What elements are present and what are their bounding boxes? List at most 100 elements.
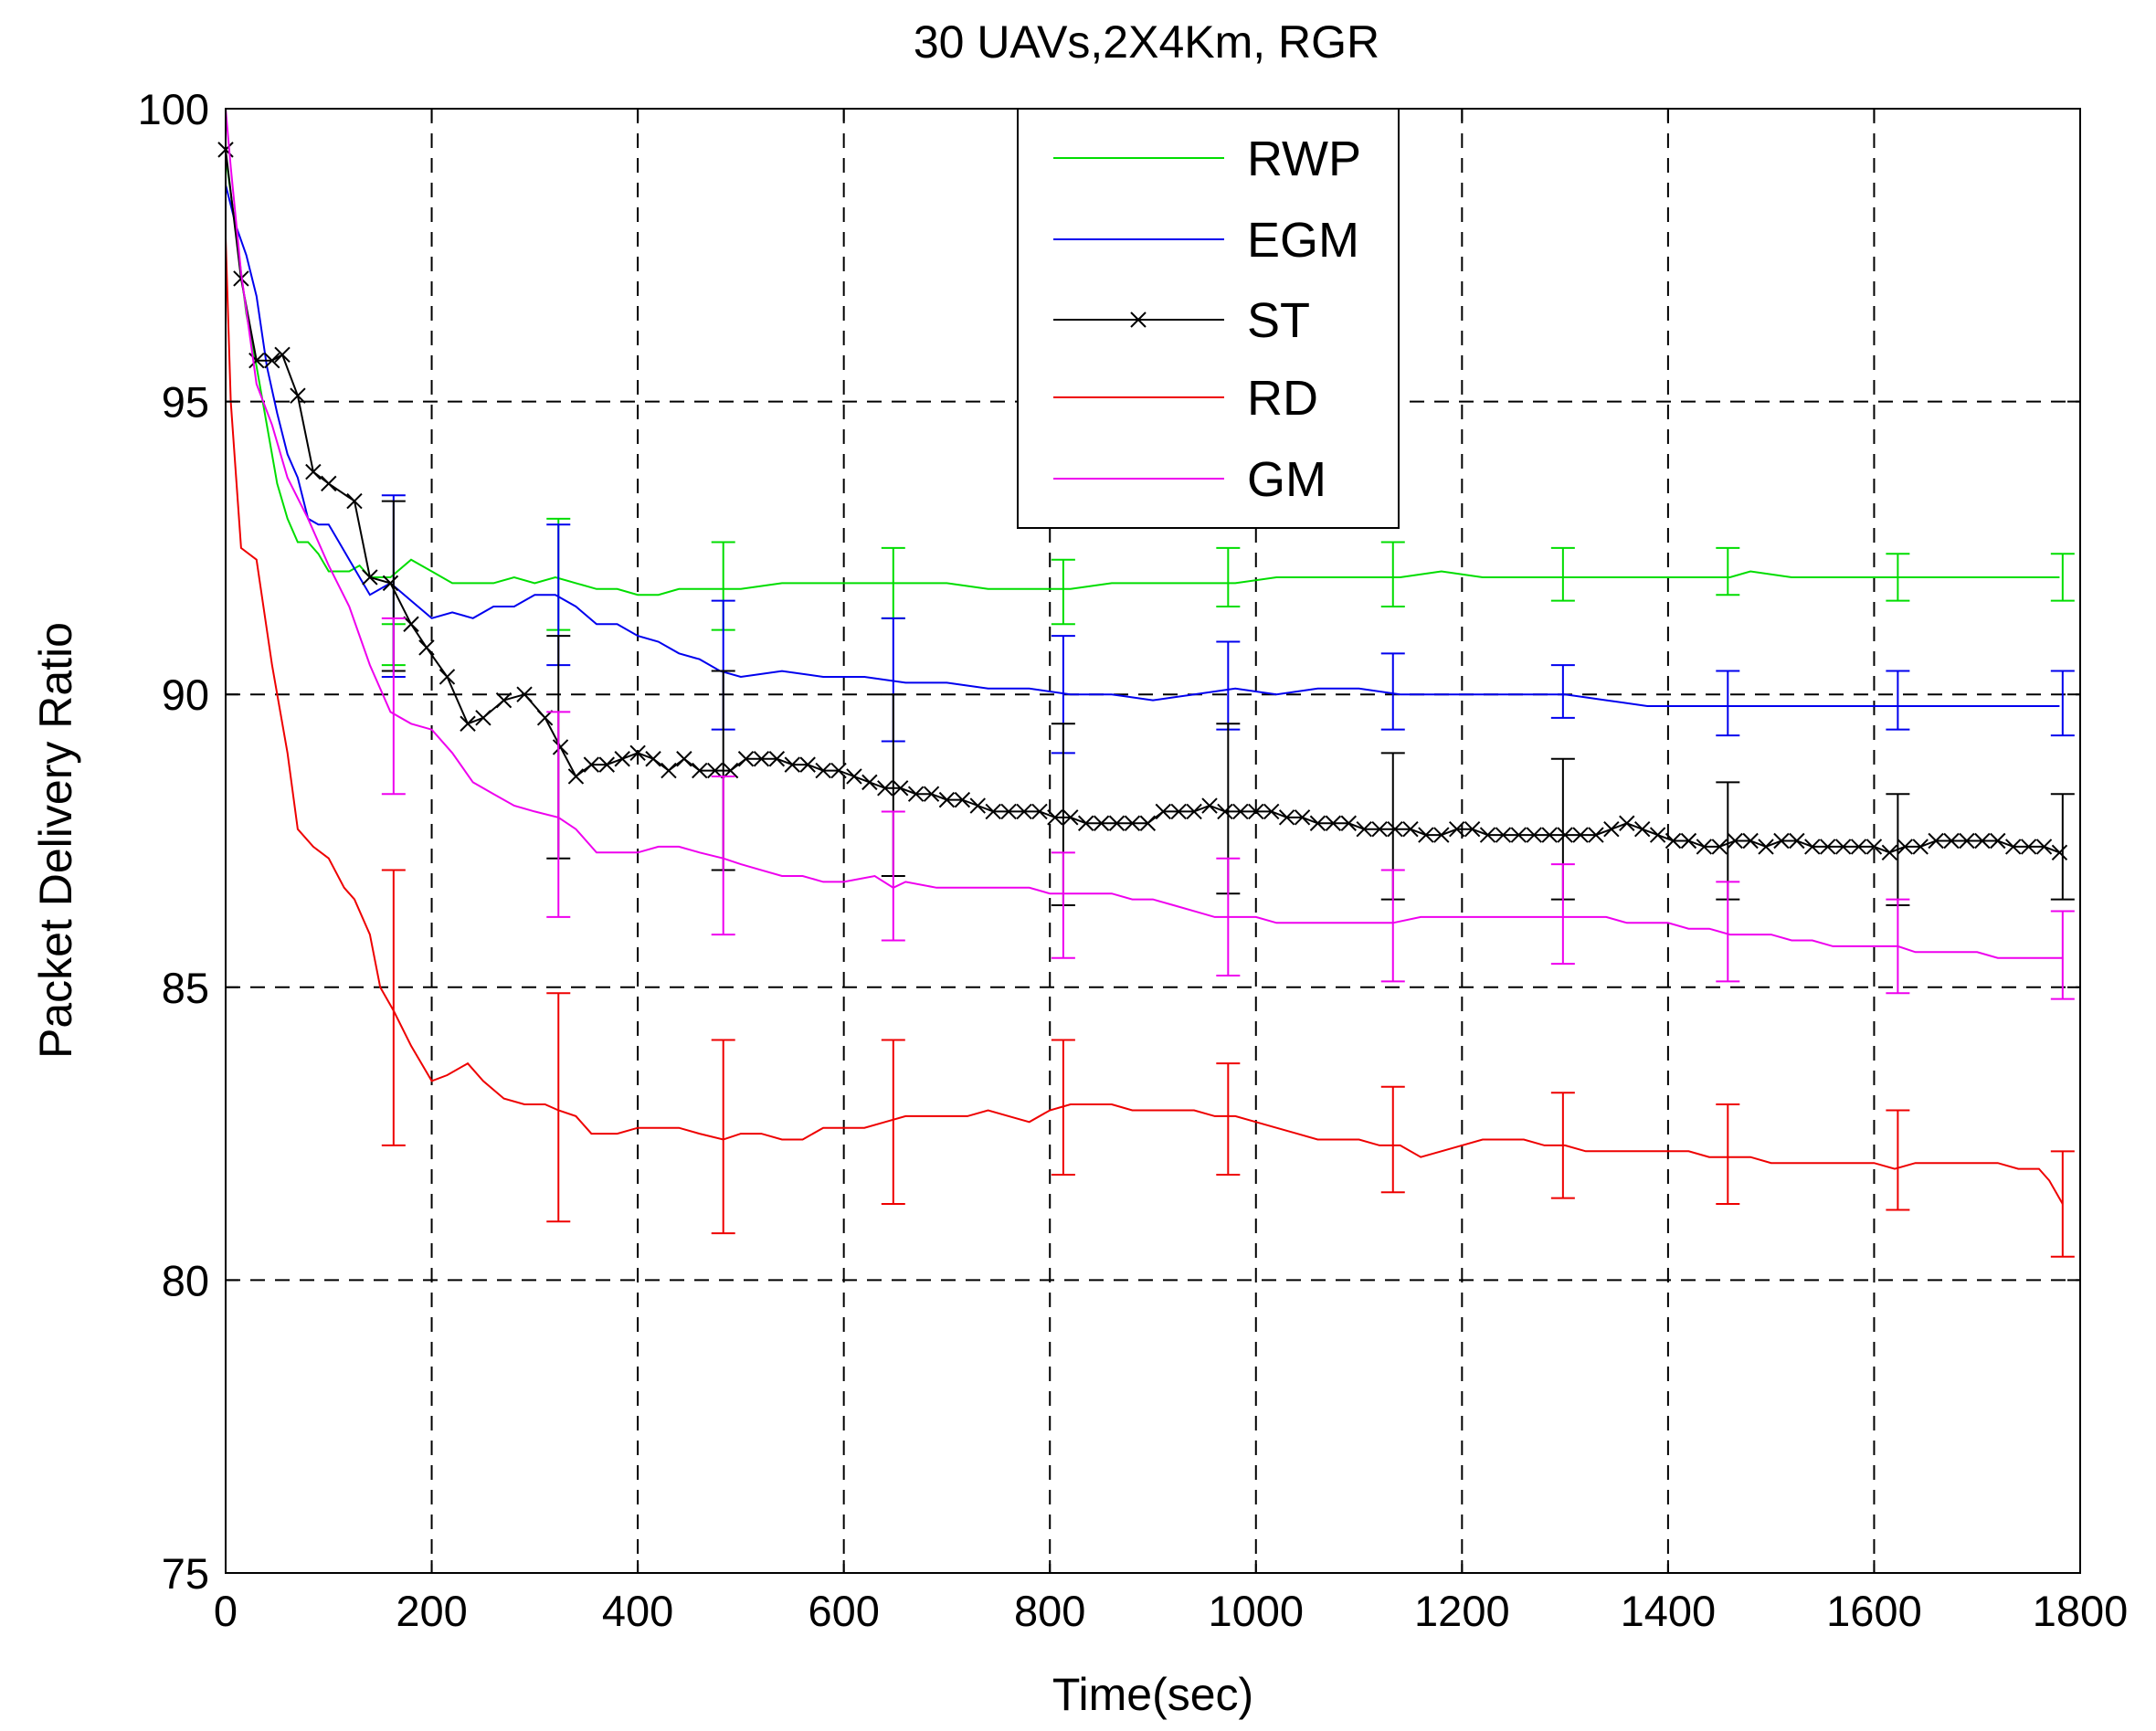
error-bar-rwp [1051,558,1075,626]
data-point-st [1000,803,1017,820]
data-point-st [1402,820,1419,838]
error-bar-rd [1550,1092,1575,1199]
data-point-st [1325,815,1342,831]
error-bar-rd [546,992,571,1223]
axis-ticks: 0 200 400 600 800 1000 1200 1400 1600 1800 75 80 85 9… [138,85,2129,1635]
data-point-st [1139,815,1157,831]
series-line-rd [225,237,2064,1205]
error-bar-egm [1550,664,1575,719]
data-point-st [439,669,456,685]
legend-label-gm: GM [1247,452,1326,507]
data-point-st [583,756,600,773]
data-point-st [552,739,569,755]
data-point-st [536,710,554,726]
x-tick-label: 200 [396,1587,467,1635]
error-bar-rwp [1886,553,1910,602]
data-point-st [1696,839,1713,855]
error-bar-rwp [1216,546,1241,608]
data-point-st [954,791,971,808]
error-bar-rwp [1550,546,1575,602]
data-point-st [1201,797,1218,814]
y-axis-label: Packet Delivery Ratio [30,622,81,1059]
data-point-st [1633,820,1651,838]
data-point-st [1510,827,1527,843]
y-tick-label: 75 [162,1549,209,1598]
data-point-st [382,575,399,592]
data-point-st [1912,839,1929,855]
data-point-st [1773,832,1790,850]
data-point-st [938,791,956,808]
data-point-st [1742,832,1759,850]
error-bar-rd [1380,1085,1405,1194]
data-point-st [753,751,770,767]
data-point-st [1479,827,1496,843]
legend-item-gm: GM [1053,452,1326,507]
data-point-st [1974,832,1991,850]
x-tick-label: 1800 [2033,1587,2129,1635]
data-point-st [1649,827,1666,843]
data-point-st [1819,839,1836,855]
legend-label-rd: RD [1247,371,1318,426]
error-bar-rwp [1716,546,1740,596]
data-point-st [274,346,291,364]
data-point-st [598,756,615,773]
legend-marker-st [1130,311,1147,328]
data-point-st [969,797,986,814]
data-point-st [1665,832,1682,850]
data-point-st [1232,803,1249,820]
x-tick-label: 400 [602,1587,673,1635]
data-point-st [1789,832,1805,850]
error-bar-gm [546,711,571,918]
data-point-st [1155,803,1171,820]
data-point-st [1294,809,1311,826]
data-point-st [629,744,646,762]
legend-item-rd: RD [1053,371,1318,426]
data-point-st [846,768,862,785]
series-rd [225,237,2075,1258]
data-point-st [722,762,739,779]
x-tick-label: 800 [1014,1587,1085,1635]
data-point-st [1062,809,1079,826]
data-point-st [706,762,724,779]
data-point-st [1619,815,1635,831]
data-point-st [305,463,322,480]
error-bar-gm [381,617,406,796]
y-tick-label: 85 [162,964,209,1012]
data-point-st [661,762,677,779]
data-point-st [1850,839,1867,855]
data-point-st [1495,827,1512,843]
y-tick-label: 100 [138,85,209,133]
legend-label-rwp: RWP [1247,132,1361,186]
data-point-st [877,780,893,797]
error-bar-rwp [1380,541,1405,608]
data-point-st [1278,809,1295,826]
legend-box [1017,108,1400,529]
data-point-st [614,751,630,767]
data-point-st [1572,827,1589,843]
data-point-st [403,616,419,632]
error-bar-egm [1380,652,1405,731]
data-point-st [1108,815,1126,831]
data-point-st [346,492,363,510]
data-point-st [1603,820,1620,838]
data-point-st [2020,839,2037,855]
error-bar-rd [1716,1103,1740,1206]
data-point-st [985,803,1001,820]
y-tick-label: 80 [162,1256,209,1304]
data-point-st [1387,820,1403,838]
data-point-st [1356,820,1372,838]
data-point-st [1340,815,1357,831]
data-point-st [2035,839,2053,855]
data-point-st [1804,839,1821,855]
error-bar-gm [1886,898,1910,995]
data-point-st [676,751,692,767]
data-point-st [1990,832,2006,850]
data-point-st [861,774,878,791]
data-point-st [692,762,708,779]
y-tick-label: 95 [162,378,209,427]
data-point-st [1881,844,1898,861]
data-point-st [768,751,786,767]
x-tick-label: 1200 [1414,1587,1510,1635]
error-bar-rd [1886,1109,1910,1211]
